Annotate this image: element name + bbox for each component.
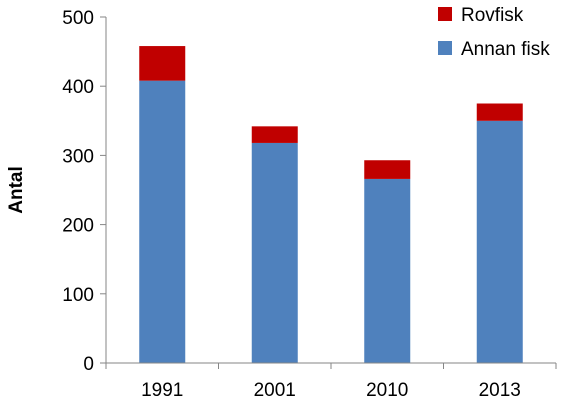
y-tick-label: 200 [62,216,94,237]
bar-annan-fisk-1991 [139,80,186,363]
y-tick-label: 400 [62,77,94,98]
y-tick-label: 500 [62,8,94,29]
legend-swatch-rovfisk [438,7,452,21]
y-axis-title: Antal [6,166,27,214]
bar-rovfisk-2013 [476,103,523,121]
x-tick-label: 2010 [366,380,408,401]
x-tick-label: 1991 [141,380,183,401]
bar-rovfisk-2001 [251,126,298,143]
legend-label-annan-fisk: Annan fisk [461,39,550,60]
legend-label-rovfisk: Rovfisk [461,5,524,26]
x-axis: 1991 2001 2010 2013 [105,362,557,401]
x-tick-label: 2013 [479,380,521,401]
y-axis: 0 100 200 300 400 500 [62,8,107,375]
y-tick-label: 300 [62,146,94,167]
y-tick-label: 0 [83,354,94,375]
legend: Rovfisk Annan fisk [438,5,550,60]
bar-annan-fisk-2013 [476,120,523,363]
plot-area [139,46,523,363]
bar-annan-fisk-2001 [251,142,298,363]
bar-rovfisk-2010 [364,160,411,179]
bar-annan-fisk-2010 [364,178,411,363]
x-tick-label: 2001 [254,380,296,401]
y-tick-label: 100 [62,285,94,306]
bar-rovfisk-1991 [139,46,186,81]
legend-swatch-annan-fisk [438,41,452,55]
